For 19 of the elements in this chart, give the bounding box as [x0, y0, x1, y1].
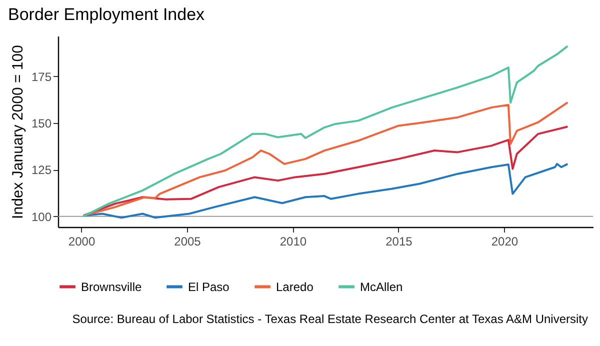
x-tick-label: 2010 [280, 234, 307, 248]
x-tick-label: 2005 [174, 234, 202, 248]
line-series [82, 126, 569, 217]
chart-title: Border Employment Index [8, 5, 206, 24]
legend-label: El Paso [188, 280, 230, 294]
x-tick-label: 2015 [386, 234, 413, 248]
x-tick-label: 2020 [491, 234, 518, 248]
line-series [82, 45, 569, 218]
y-tick-label: 100 [31, 210, 52, 224]
x-tick-label: 2000 [68, 234, 96, 248]
line-series [82, 101, 569, 217]
legend-label: Laredo [276, 280, 314, 294]
y-tick-label: 175 [31, 70, 52, 84]
y-tick-label: 125 [31, 163, 52, 178]
legend-label: McAllen [360, 280, 403, 294]
source-note: Source: Bureau of Labor Statistics - Texas Real Estate Research Center at Texas A&M University [72, 312, 588, 326]
legend-label: Brownsville [81, 280, 142, 294]
y-axis-title: Index January 2000 = 100 [9, 45, 26, 219]
y-tick-label: 150 [31, 116, 52, 131]
